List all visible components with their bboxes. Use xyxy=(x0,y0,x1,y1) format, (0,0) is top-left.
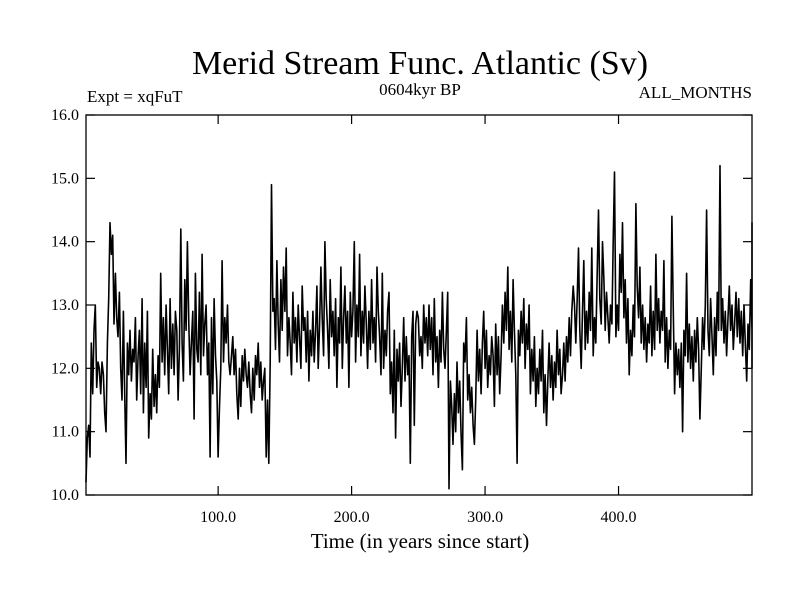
subtitle-months: ALL_MONTHS xyxy=(639,83,752,102)
x-tick-label: 300.0 xyxy=(467,509,503,526)
series-line xyxy=(85,164,753,490)
plot-frame xyxy=(85,114,753,496)
y-tick-label: 15.0 xyxy=(51,170,79,187)
y-tick-label: 16.0 xyxy=(51,107,79,124)
y-tick-label: 13.0 xyxy=(51,297,79,314)
y-ticks: 10.0 11.0 12.0 13.0 14.0 15.0 16.0 xyxy=(51,107,752,504)
x-tick-label: 100.0 xyxy=(200,509,236,526)
y-tick-label: 11.0 xyxy=(52,424,79,441)
x-tick-label: 200.0 xyxy=(334,509,370,526)
y-tick-label: 14.0 xyxy=(51,234,79,251)
subtitle-experiment: Expt = xqFuT xyxy=(87,87,183,106)
y-tick-label: 12.0 xyxy=(51,360,79,377)
subtitle-period: 0604kyr BP xyxy=(379,80,461,99)
x-ticks: 100.0 200.0 300.0 400.0 xyxy=(200,115,637,526)
y-tick-label: 10.0 xyxy=(51,487,79,504)
chart-title: Merid Stream Func. Atlantic (Sv) xyxy=(192,45,648,82)
x-axis-label: Time (in years since start) xyxy=(311,529,530,553)
x-tick-label: 400.0 xyxy=(601,509,637,526)
